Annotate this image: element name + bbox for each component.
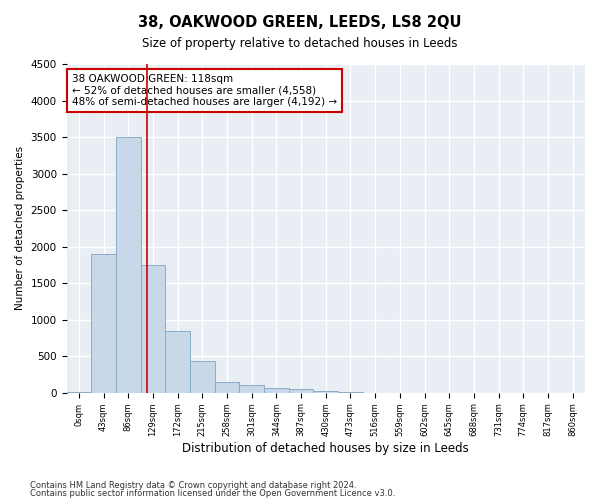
Bar [116,137,140,392]
Bar [215,382,239,392]
Bar [239,386,264,392]
Text: Contains HM Land Registry data © Crown copyright and database right 2024.: Contains HM Land Registry data © Crown c… [30,480,356,490]
Bar [289,388,313,392]
Text: 38 OAKWOOD GREEN: 118sqm
← 52% of detached houses are smaller (4,558)
48% of sem: 38 OAKWOOD GREEN: 118sqm ← 52% of detach… [72,74,337,107]
Text: 38, OAKWOOD GREEN, LEEDS, LS8 2QU: 38, OAKWOOD GREEN, LEEDS, LS8 2QU [138,15,462,30]
Bar [190,362,215,392]
Text: Contains public sector information licensed under the Open Government Licence v3: Contains public sector information licen… [30,489,395,498]
Y-axis label: Number of detached properties: Number of detached properties [15,146,25,310]
Bar [91,254,116,392]
Bar [313,390,338,392]
X-axis label: Distribution of detached houses by size in Leeds: Distribution of detached houses by size … [182,442,469,455]
Bar [140,265,165,392]
Bar [264,388,289,392]
Text: Size of property relative to detached houses in Leeds: Size of property relative to detached ho… [142,38,458,51]
Bar [165,330,190,392]
